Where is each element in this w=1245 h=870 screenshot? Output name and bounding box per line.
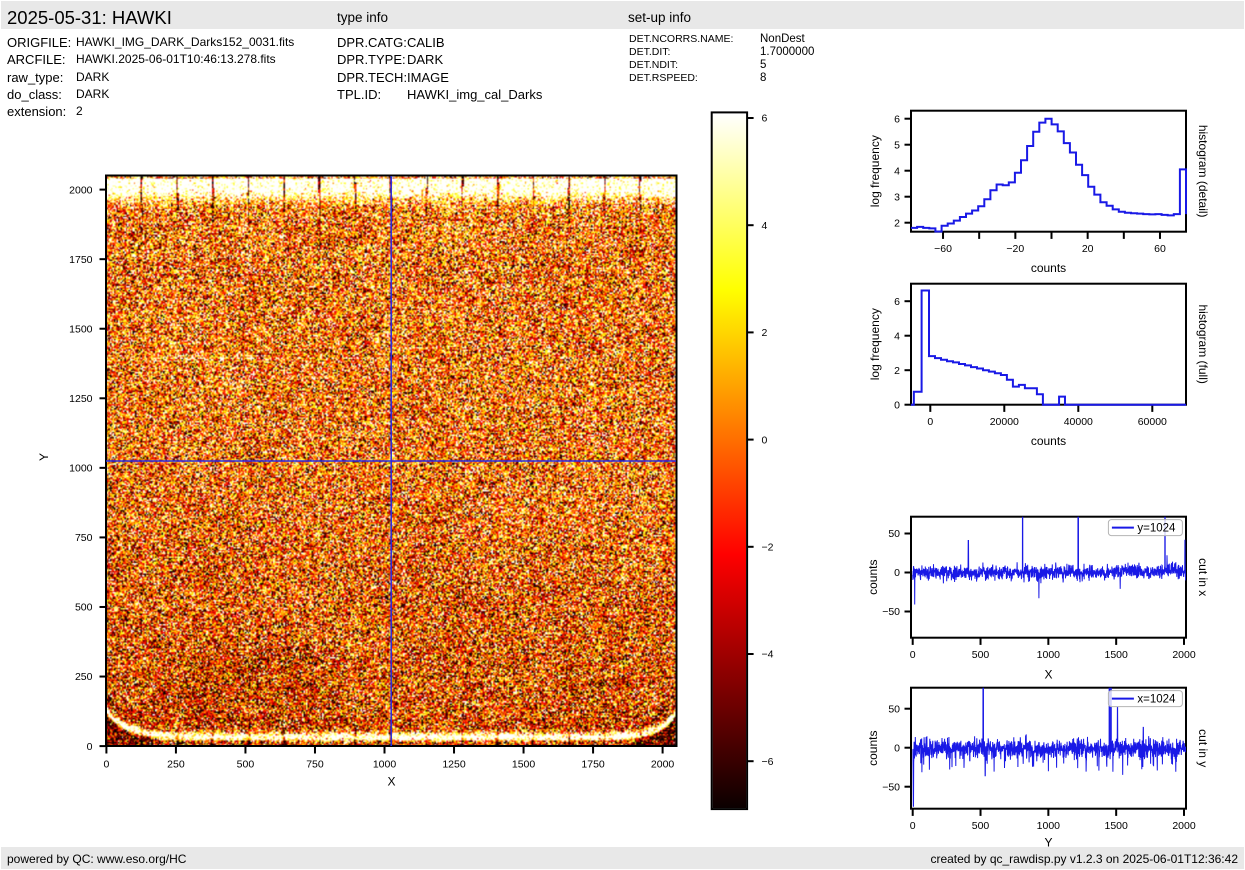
svg-text:−6: −6 (762, 756, 774, 768)
svg-text:1750: 1750 (69, 254, 93, 266)
svg-text:4: 4 (762, 220, 768, 232)
svg-text:log frequency: log frequency (868, 135, 882, 207)
svg-text:0: 0 (894, 742, 900, 754)
svg-text:2000: 2000 (1172, 820, 1196, 832)
svg-text:20: 20 (1082, 243, 1094, 255)
svg-text:0: 0 (103, 759, 109, 771)
svg-text:4: 4 (894, 165, 900, 177)
svg-text:log frequency: log frequency (868, 308, 882, 380)
svg-text:1500: 1500 (512, 759, 536, 771)
svg-text:1250: 1250 (69, 393, 93, 405)
svg-text:50: 50 (888, 703, 900, 715)
svg-text:−4: −4 (762, 649, 774, 661)
svg-text:2: 2 (894, 365, 900, 377)
svg-text:−2: −2 (762, 542, 774, 554)
svg-text:−50: −50 (882, 606, 900, 618)
svg-text:1000: 1000 (1037, 649, 1061, 661)
svg-text:250: 250 (167, 759, 185, 771)
svg-text:1000: 1000 (1037, 820, 1061, 832)
svg-text:40000: 40000 (1064, 416, 1093, 428)
svg-text:1250: 1250 (442, 759, 466, 771)
svg-text:60: 60 (1154, 243, 1166, 255)
svg-text:500: 500 (75, 602, 93, 614)
svg-text:y=1024: y=1024 (1137, 523, 1176, 535)
svg-text:6: 6 (894, 296, 900, 308)
svg-text:2: 2 (762, 327, 768, 339)
svg-text:2000: 2000 (651, 759, 675, 771)
svg-text:Y: Y (1044, 836, 1052, 850)
svg-text:6: 6 (894, 113, 900, 125)
svg-text:6: 6 (762, 113, 768, 125)
svg-text:x=1024: x=1024 (1137, 694, 1176, 706)
svg-text:20000: 20000 (990, 416, 1019, 428)
svg-text:250: 250 (75, 671, 93, 683)
svg-text:1750: 1750 (581, 759, 605, 771)
svg-text:−50: −50 (882, 781, 900, 793)
svg-text:cut in y: cut in y (1196, 729, 1210, 767)
svg-text:−20: −20 (1006, 243, 1024, 255)
svg-text:1500: 1500 (1104, 820, 1128, 832)
svg-text:counts: counts (1031, 434, 1066, 448)
svg-text:X: X (387, 775, 395, 789)
svg-text:X: X (1044, 668, 1052, 682)
svg-text:4: 4 (894, 330, 900, 342)
svg-text:2: 2 (894, 217, 900, 229)
svg-text:60000: 60000 (1138, 416, 1167, 428)
svg-text:1000: 1000 (373, 759, 397, 771)
svg-text:−60: −60 (934, 243, 952, 255)
svg-text:Y: Y (37, 453, 51, 461)
svg-text:0: 0 (910, 649, 916, 661)
svg-text:0: 0 (894, 567, 900, 579)
svg-text:counts: counts (1031, 261, 1066, 275)
svg-text:histogram (full): histogram (full) (1196, 305, 1210, 384)
svg-text:500: 500 (972, 649, 990, 661)
svg-text:2000: 2000 (1172, 649, 1196, 661)
svg-text:1500: 1500 (1104, 649, 1128, 661)
svg-text:counts: counts (866, 731, 880, 766)
svg-text:0: 0 (910, 820, 916, 832)
svg-text:500: 500 (237, 759, 255, 771)
svg-text:cut in x: cut in x (1196, 558, 1210, 596)
svg-text:1000: 1000 (69, 463, 93, 475)
svg-text:750: 750 (75, 532, 93, 544)
svg-text:1500: 1500 (69, 323, 93, 335)
svg-text:0: 0 (927, 416, 933, 428)
svg-text:counts: counts (866, 560, 880, 595)
svg-text:5: 5 (894, 139, 900, 151)
svg-text:3: 3 (894, 191, 900, 203)
svg-text:0: 0 (762, 434, 768, 446)
svg-text:0: 0 (894, 399, 900, 411)
svg-text:0: 0 (87, 741, 93, 753)
svg-text:750: 750 (306, 759, 324, 771)
svg-text:500: 500 (972, 820, 990, 832)
svg-text:histogram (detail): histogram (detail) (1196, 125, 1210, 218)
svg-text:50: 50 (888, 528, 900, 540)
svg-text:2000: 2000 (69, 184, 93, 196)
